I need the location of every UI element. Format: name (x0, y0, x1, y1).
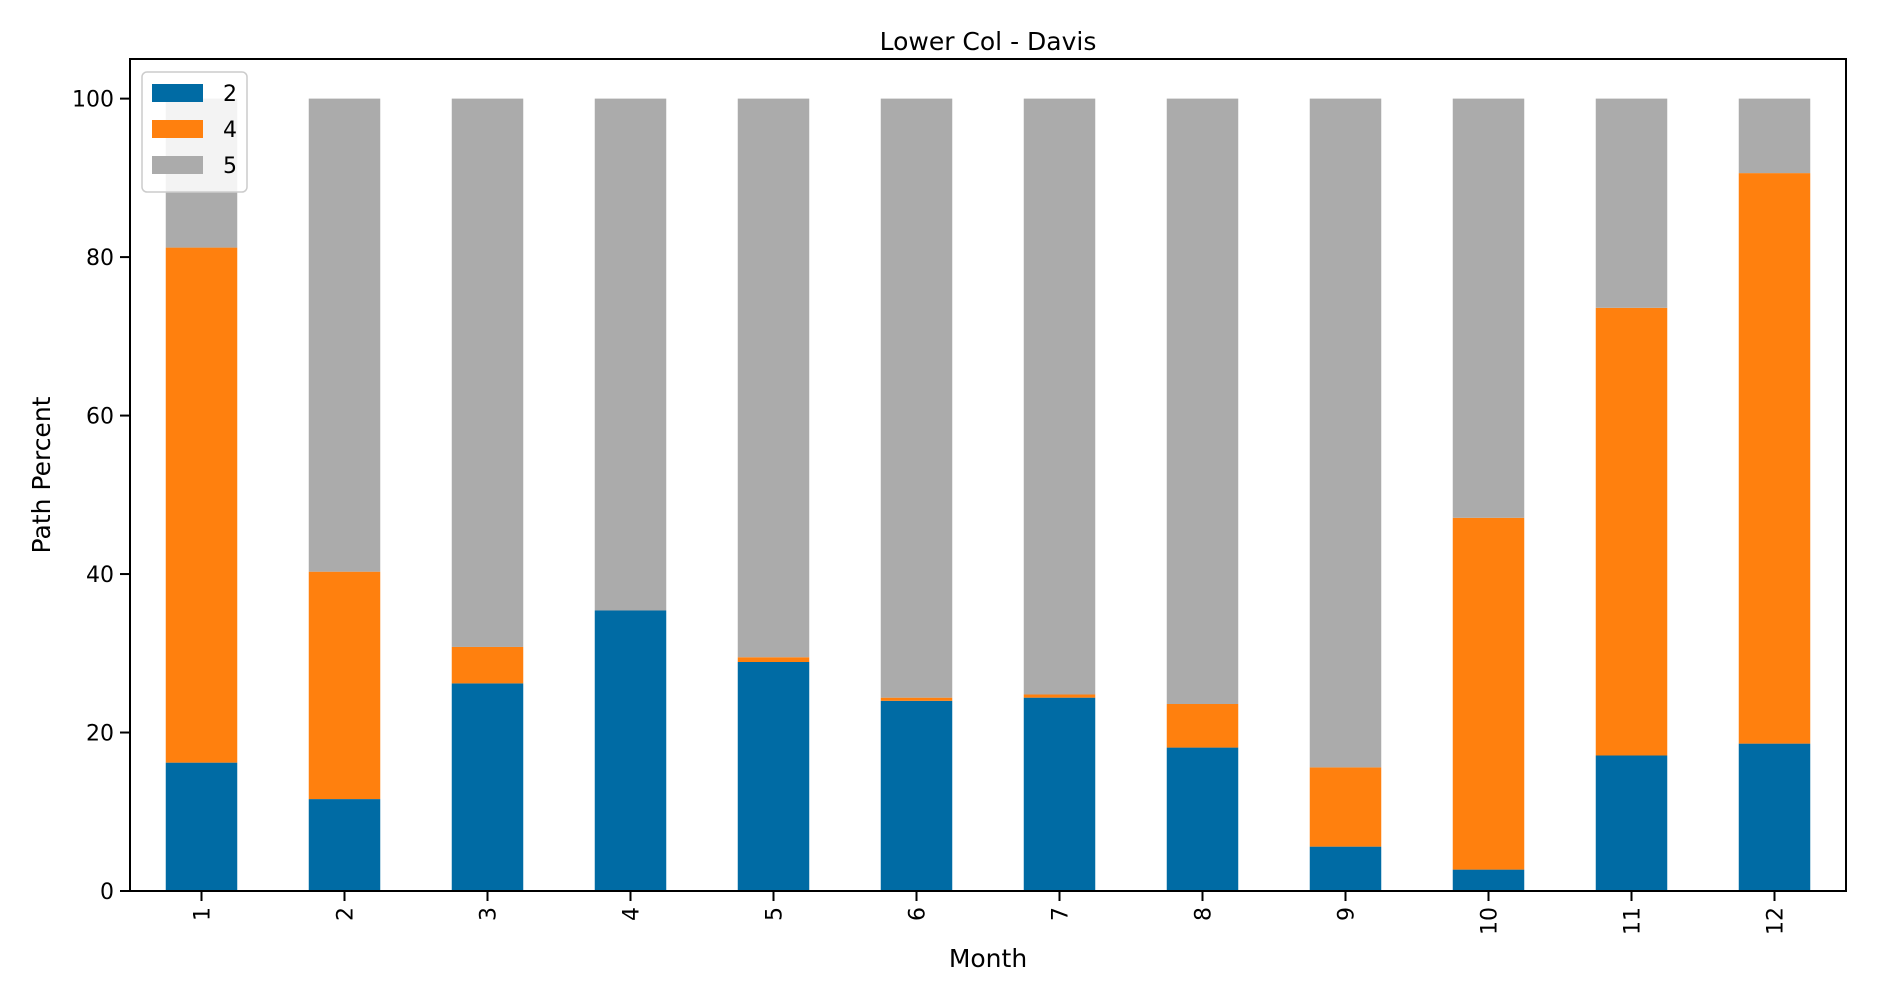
bar-month-8-series-5 (1166, 98, 1239, 704)
x-tick-label-2: 2 (334, 907, 359, 921)
legend: 2 4 5 (141, 71, 248, 193)
y-tick-label-80: 80 (86, 246, 114, 271)
chart-title: Lower Col - Davis (880, 27, 1097, 56)
x-tick-label-7: 7 (1049, 907, 1074, 921)
x-tick-label-3: 3 (477, 907, 502, 921)
y-axis-title: Path Percent (27, 396, 56, 553)
x-axis-title: Month (949, 944, 1027, 973)
bar-month-5-series-4 (737, 657, 810, 663)
bar-month-5-series-5 (737, 98, 810, 658)
x-tick-label-10: 10 (1478, 907, 1503, 935)
x-tick-label-6: 6 (906, 907, 931, 921)
bar-month-12-series-4 (1738, 173, 1811, 744)
x-tick-label-4: 4 (620, 907, 645, 921)
bar-month-2-series-4 (308, 571, 381, 800)
bar-month-9-series-4 (1309, 767, 1382, 847)
legend-label-2: 2 (223, 82, 237, 107)
bar-month-1-series-4 (165, 247, 238, 763)
x-tick-label-11: 11 (1621, 907, 1646, 935)
legend-label-4: 4 (223, 118, 237, 143)
bar-month-11-series-4 (1595, 307, 1668, 756)
bar-month-7-series-5 (1023, 98, 1096, 695)
legend-label-5: 5 (223, 154, 237, 179)
bar-month-4-series-2 (594, 610, 667, 891)
plot-frame (129, 58, 1847, 892)
bar-month-6-series-5 (880, 98, 953, 698)
y-tick-label-100: 100 (72, 88, 114, 113)
legend-swatch-2 (152, 84, 203, 102)
bar-month-8-series-4 (1166, 703, 1239, 748)
bar-month-10-series-2 (1452, 869, 1525, 891)
bar-month-6-series-2 (880, 700, 953, 891)
bar-month-9-series-2 (1309, 846, 1382, 891)
y-tick-label-60: 60 (86, 405, 114, 430)
x-tick-label-12: 12 (1764, 907, 1789, 935)
y-tick-label-20: 20 (86, 722, 114, 747)
bar-month-1-series-2 (165, 762, 238, 891)
y-tick-label-40: 40 (86, 563, 114, 588)
bar-month-2-series-5 (308, 98, 381, 572)
bar-month-3-series-2 (451, 683, 524, 891)
bar-month-10-series-4 (1452, 517, 1525, 870)
bar-month-5-series-2 (737, 662, 810, 891)
legend-swatch-5 (152, 156, 203, 174)
x-tick-label-9: 9 (1335, 907, 1360, 921)
bar-month-9-series-5 (1309, 98, 1382, 768)
bar-month-7-series-2 (1023, 697, 1096, 891)
legend-swatch-4 (152, 120, 203, 138)
bar-month-8-series-2 (1166, 747, 1239, 891)
bar-month-12-series-2 (1738, 743, 1811, 891)
x-tick-label-5: 5 (763, 907, 788, 921)
bar-month-7-series-4 (1023, 694, 1096, 698)
bar-month-12-series-5 (1738, 98, 1811, 174)
bar-month-3-series-5 (451, 98, 524, 647)
bar-month-4-series-5 (594, 98, 667, 611)
bar-month-2-series-2 (308, 799, 381, 891)
bar-month-11-series-2 (1595, 755, 1668, 891)
bar-month-11-series-5 (1595, 98, 1668, 308)
bars-group (165, 98, 1811, 891)
y-tick-label-0: 0 (100, 880, 114, 905)
x-tick-label-8: 8 (1192, 907, 1217, 921)
x-tick-label-1: 1 (191, 907, 216, 921)
bar-month-3-series-4 (451, 646, 524, 684)
bar-month-6-series-4 (880, 697, 953, 701)
bar-month-10-series-5 (1452, 98, 1525, 518)
